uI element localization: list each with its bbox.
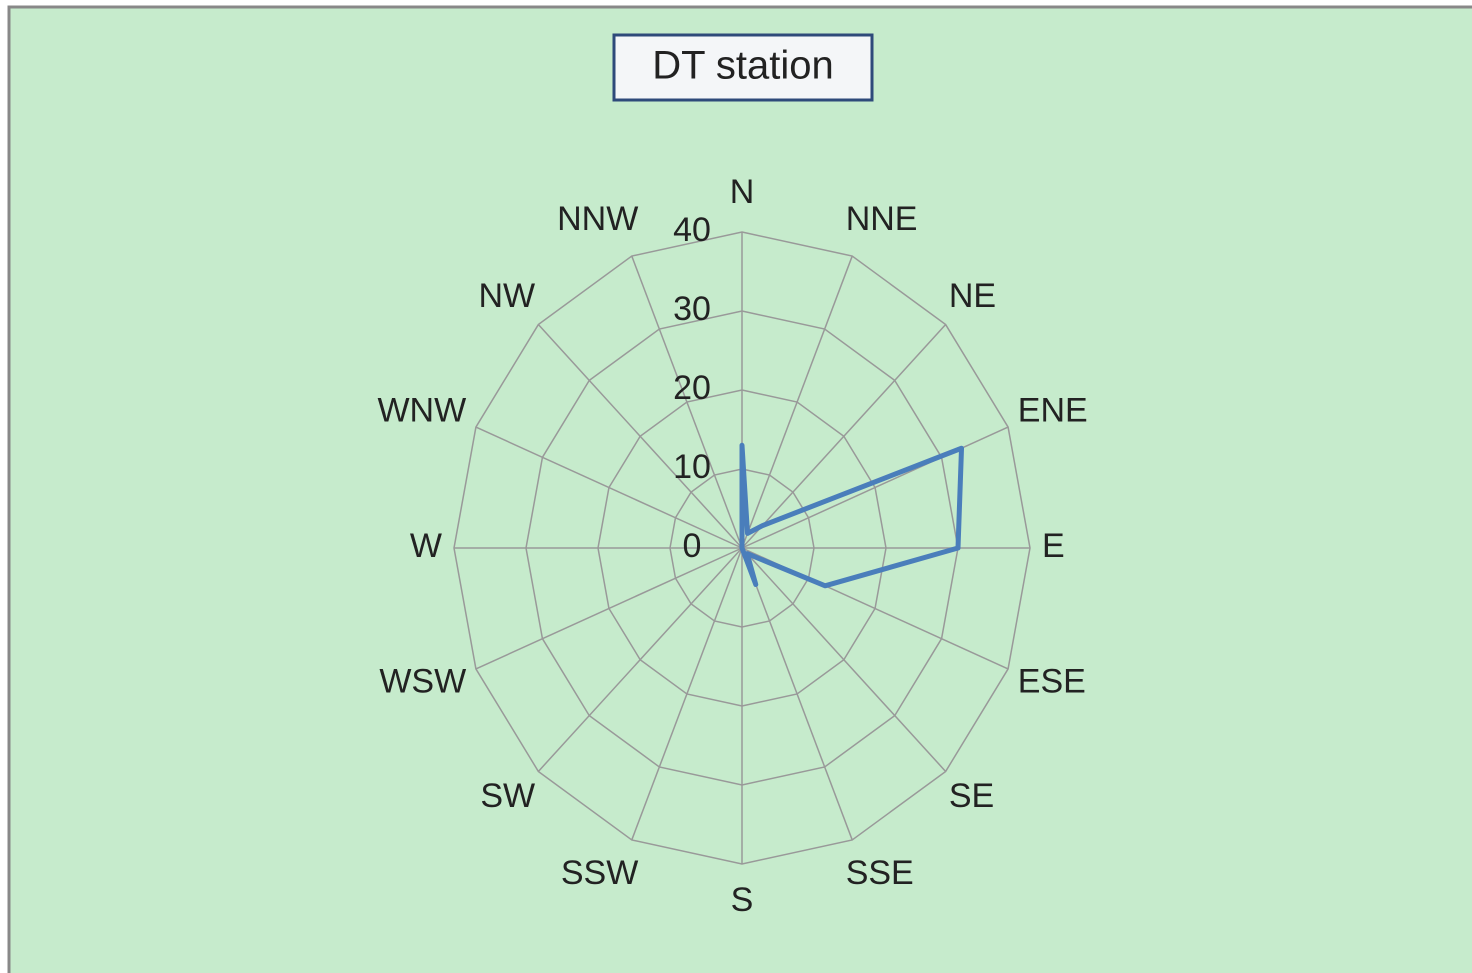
category-label: W: [410, 527, 442, 565]
category-label: N: [730, 173, 755, 211]
grid-ring: [453, 231, 1031, 865]
r-tick-label: 30: [673, 290, 711, 328]
category-label: ESE: [1018, 662, 1086, 700]
category-label: SSE: [846, 854, 914, 892]
category-label: WNW: [377, 392, 466, 430]
category-label: SSW: [561, 854, 638, 892]
category-label: NE: [949, 277, 996, 315]
title-box: [612, 33, 874, 102]
r-tick-label: 0: [683, 527, 702, 565]
chart-title: DT station: [652, 44, 834, 88]
category-label: E: [1042, 527, 1065, 565]
category-label: NNE: [846, 200, 918, 238]
category-label: NW: [478, 277, 535, 315]
category-label: S: [731, 881, 754, 919]
r-tick-label: 10: [673, 448, 711, 486]
category-label: ENE: [1018, 392, 1088, 430]
category-label: SW: [480, 777, 535, 815]
category-label: NNW: [557, 200, 638, 238]
data-line: [739, 442, 965, 589]
category-label: SE: [949, 777, 994, 815]
grid-ring: [525, 310, 959, 786]
grid-ring: [597, 389, 887, 707]
category-label: WSW: [379, 662, 466, 700]
r-tick-label: 40: [673, 211, 711, 249]
r-tick-label: 20: [673, 369, 711, 407]
